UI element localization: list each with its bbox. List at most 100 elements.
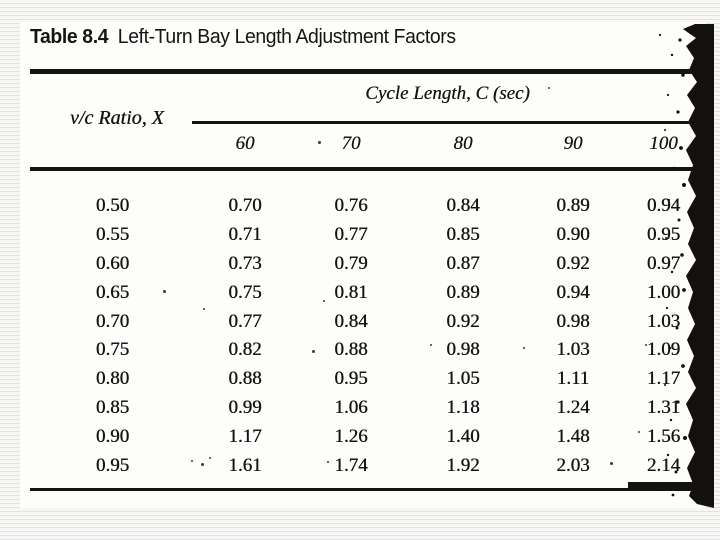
scan-artifact-dot [203,308,205,310]
cell-value: 0.95 [646,224,681,246]
scan-artifact-dot [318,141,321,144]
scan-artifact-dot [191,460,193,462]
cell-value: 0.95 [334,368,368,390]
cell-value: 1.05 [446,368,480,390]
cell-value: 0.85 [446,224,480,246]
scan-artifact-dot [645,344,647,346]
cell-value: 1.03 [646,310,681,332]
cell-value: 0.73 [228,252,262,274]
spanner-rule [192,121,696,124]
cell-x: 0.50 [95,195,130,217]
cell-value: 0.99 [228,396,262,418]
cell-value: 0.75 [228,281,262,303]
scan-artifact-dot [327,461,329,463]
cell-value: 0.76 [334,195,368,217]
cell-x: 0.95 [95,454,130,476]
cell-value: 0.77 [334,224,368,246]
cell-x: 0.75 [95,339,130,361]
table-number: Table 8.4 [30,26,109,48]
cell-value: 0.98 [446,339,480,361]
cell-value: 0.79 [334,252,368,274]
cell-value: 1.24 [556,396,590,418]
column-header-row: 60 70 80 90 100 [30,131,700,157]
cell-value: 0.98 [556,310,590,332]
table-row: 0.60 0.73 0.79 0.87 0.92 0.97 [30,250,700,279]
cell-value: 1.74 [334,454,368,476]
cell-value: 0.92 [446,310,480,332]
table-row: 0.70 0.77 0.84 0.92 0.98 1.03 [30,307,700,336]
column-group-header: Cycle Length, C (sec) [365,83,530,104]
cell-value: 1.26 [334,425,368,447]
cell-value: 1.00 [646,281,681,303]
cell-value: 0.92 [556,252,590,274]
cell-value: 0.84 [446,195,480,217]
cell-x: 0.90 [95,425,130,447]
cell-value: 1.06 [334,396,368,418]
table-body: 0.50 0.70 0.76 0.84 0.89 0.94 0.55 0.71 … [30,192,700,480]
table-row: 0.95 1.61 1.74 1.92 2.03 2.14 [30,451,700,480]
cell-value: 1.61 [228,454,262,476]
scan-artifact-dot [638,431,640,433]
scan-artifact-dot [523,347,525,349]
cell-value: 0.94 [646,195,681,217]
column-header: 100 [649,133,678,154]
cell-value: 1.92 [446,454,480,476]
table-title: Table 8.4 Left-Turn Bay Length Adjustment… [30,26,456,49]
scan-artifact-dot [201,463,204,466]
cell-x: 0.80 [95,368,130,390]
bottom-rule [30,488,690,491]
cell-x: 0.70 [95,310,130,332]
bottom-rule-thick [628,482,706,491]
header-rule [30,167,706,171]
cell-value: 0.88 [228,368,262,390]
cell-value: 1.56 [646,425,681,447]
cell-value: 1.48 [556,425,590,447]
scan-artifact-dot [430,344,432,346]
title-rule [30,69,706,74]
table-title-text: Left-Turn Bay Length Adjustment Factors [117,26,456,48]
cell-x: 0.60 [95,252,130,274]
scan-artifact-dot [312,350,315,353]
cell-value: 0.97 [646,252,681,274]
table-row: 0.85 0.99 1.06 1.18 1.24 1.31 [30,394,700,423]
cell-value: 1.40 [446,425,480,447]
cell-value: 1.11 [556,368,590,390]
scan-artifact-dot [610,462,613,465]
cell-value: 0.70 [228,195,262,217]
cell-value: 0.87 [446,252,480,274]
cell-value: 2.03 [556,454,590,476]
cell-value: 0.82 [228,339,262,361]
cell-x: 0.55 [95,224,130,246]
cell-value: 1.18 [446,396,480,418]
row-header-label: v/c Ratio, X [70,107,164,129]
table-row: 0.75 0.82 0.88 0.98 1.03 1.09 [30,336,700,365]
column-header: 60 [235,133,255,154]
cell-value: 0.89 [556,195,590,217]
scan-artifact-dot [323,300,325,302]
scan-artifact-dot [163,290,166,293]
cell-value: 0.84 [334,310,368,332]
scan-artifact-dot [209,457,211,459]
column-header: 80 [453,133,473,154]
cell-value: 0.81 [334,281,368,303]
column-header: 90 [563,133,583,154]
cell-value: 1.17 [228,425,262,447]
table-row: 0.90 1.17 1.26 1.40 1.48 1.56 [30,422,700,451]
cell-value: 0.90 [556,224,590,246]
scanned-page: Table 8.4 Left-Turn Bay Length Adjustment… [20,22,706,508]
table-row: 0.55 0.71 0.77 0.85 0.90 0.95 [30,221,700,250]
cell-value: 0.94 [556,281,590,303]
cell-x: 0.85 [95,396,130,418]
cell-value: 2.14 [646,454,681,476]
cell-value: 1.17 [646,368,681,390]
cell-value: 0.89 [446,281,480,303]
cell-value: 0.77 [228,310,262,332]
table-row: 0.50 0.70 0.76 0.84 0.89 0.94 [30,192,700,221]
cell-value: 0.88 [334,339,368,361]
cell-value: 1.09 [646,339,681,361]
cell-x: 0.65 [95,281,130,303]
column-header: 70 [341,133,361,154]
scan-artifact-dot [548,87,550,89]
table-row: 0.80 0.88 0.95 1.05 1.11 1.17 [30,365,700,394]
